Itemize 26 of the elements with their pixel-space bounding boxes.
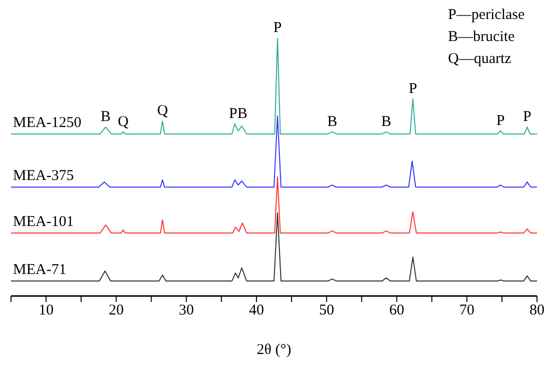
series-label: MEA-101 <box>13 214 74 230</box>
x-tick-label: 10 <box>38 302 54 319</box>
x-tick-label: 50 <box>319 302 334 319</box>
x-tick-label: 20 <box>108 302 124 319</box>
text: P—periclase <box>448 6 525 25</box>
annotation: P <box>408 80 418 97</box>
annotation: P <box>523 109 532 126</box>
x-tick-label: 30 <box>178 302 194 319</box>
annotation: B <box>381 114 392 130</box>
annotation: B <box>327 114 338 130</box>
series-label: MEA-1250 <box>13 114 82 131</box>
annotation: Q—quartz <box>448 50 512 69</box>
annotation: P <box>273 20 282 36</box>
annotation: Q <box>118 114 129 130</box>
annotation: B <box>100 109 111 126</box>
x-tick-label: 40 <box>248 302 264 319</box>
annotation: Q <box>157 103 168 120</box>
x-tick-label: 80 <box>530 302 544 319</box>
x-tick-label: 60 <box>389 302 404 319</box>
series-label: MEA-71 <box>13 262 66 278</box>
series-label: MEA-375 <box>13 168 74 184</box>
x-tick-label: 70 <box>459 302 474 319</box>
annotation: P <box>496 112 505 129</box>
annotation: PB <box>229 106 248 122</box>
x-axis-title: 2θ (°) <box>256 342 292 358</box>
annotation: B—brucite <box>448 28 516 47</box>
